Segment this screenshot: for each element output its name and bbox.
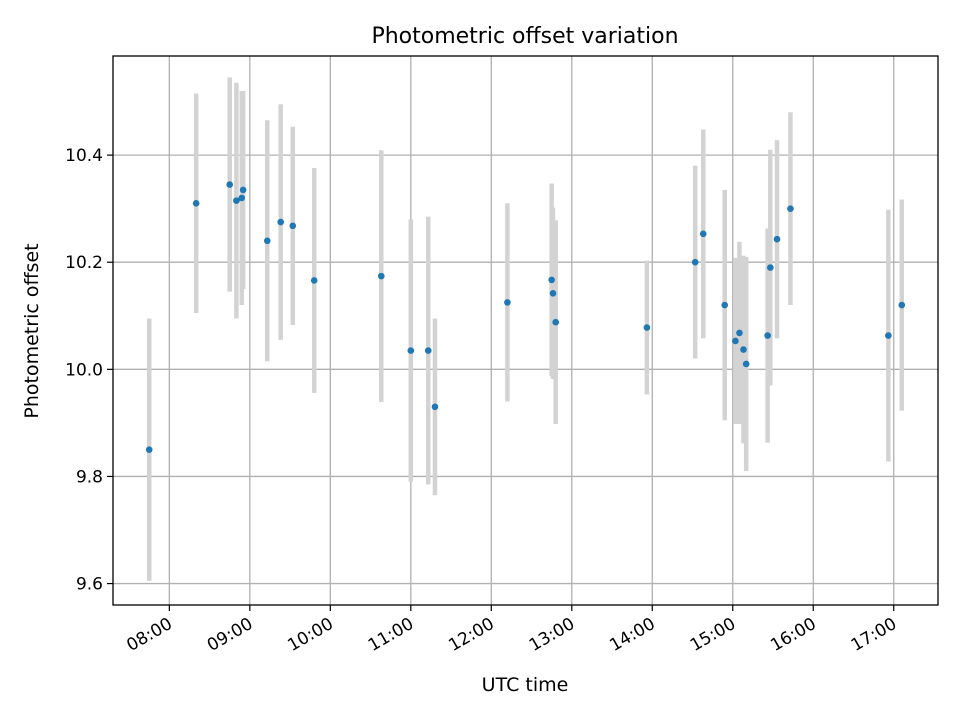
- data-point: [310, 277, 318, 284]
- y-tick-label: 10.4: [65, 146, 103, 166]
- data-point: [721, 301, 729, 309]
- data-point: [548, 276, 555, 284]
- data-point: [773, 235, 781, 243]
- data-point: [767, 264, 774, 271]
- chart-title: Photometric offset variation: [371, 24, 678, 49]
- data-point: [431, 403, 439, 411]
- data-point: [552, 318, 559, 326]
- error-bars: [146, 77, 905, 581]
- data-point: [289, 222, 297, 230]
- x-tick-label: 10:00: [284, 614, 336, 656]
- data-point: [233, 197, 240, 204]
- y-axis-ticks: 9.6 9.8 10.0 10.2 10.4: [65, 146, 113, 595]
- data-point: [504, 299, 511, 306]
- data-point: [699, 230, 707, 238]
- data-point: [192, 199, 200, 207]
- data-point: [145, 446, 153, 453]
- data-point: [424, 347, 432, 354]
- x-tick-label: 17:00: [848, 614, 900, 656]
- y-tick-label: 9.6: [76, 575, 103, 595]
- data-point: [787, 205, 794, 212]
- data-point: [277, 218, 284, 226]
- x-tick-label: 14:00: [606, 614, 658, 656]
- data-points: [145, 181, 906, 453]
- y-tick-label: 10.2: [65, 253, 103, 273]
- data-point: [898, 301, 906, 309]
- y-axis-label: Photometric offset: [21, 243, 43, 418]
- data-point: [377, 272, 385, 280]
- data-point: [764, 332, 771, 339]
- data-point: [691, 258, 699, 266]
- grid-lines: [113, 56, 938, 605]
- data-point: [736, 329, 743, 337]
- data-point: [643, 324, 651, 331]
- data-point: [549, 289, 557, 297]
- data-point: [239, 186, 247, 194]
- data-point: [885, 332, 892, 339]
- x-tick-label: 11:00: [365, 614, 417, 656]
- data-point: [732, 337, 739, 345]
- x-axis-ticks: 08:00 09:00 10:00 11:00 12:00 13:00 14:00 15:00…: [123, 605, 900, 656]
- data-point: [740, 346, 747, 353]
- x-axis-label: UTC time: [482, 674, 569, 696]
- data-point: [742, 360, 750, 368]
- x-tick-label: 09:00: [204, 614, 256, 656]
- plot-frame: [112, 55, 939, 606]
- x-tick-label: 15:00: [687, 614, 739, 656]
- y-tick-label: 9.8: [76, 467, 103, 487]
- data-point: [226, 181, 234, 188]
- data-point: [263, 237, 271, 245]
- data-point: [238, 194, 246, 202]
- x-tick-label: 16:00: [767, 614, 819, 656]
- x-tick-label: 13:00: [526, 614, 578, 656]
- data-point: [407, 347, 415, 354]
- x-tick-label: 12:00: [445, 614, 497, 656]
- x-tick-label: 08:00: [123, 614, 175, 656]
- y-tick-label: 10.0: [65, 360, 103, 380]
